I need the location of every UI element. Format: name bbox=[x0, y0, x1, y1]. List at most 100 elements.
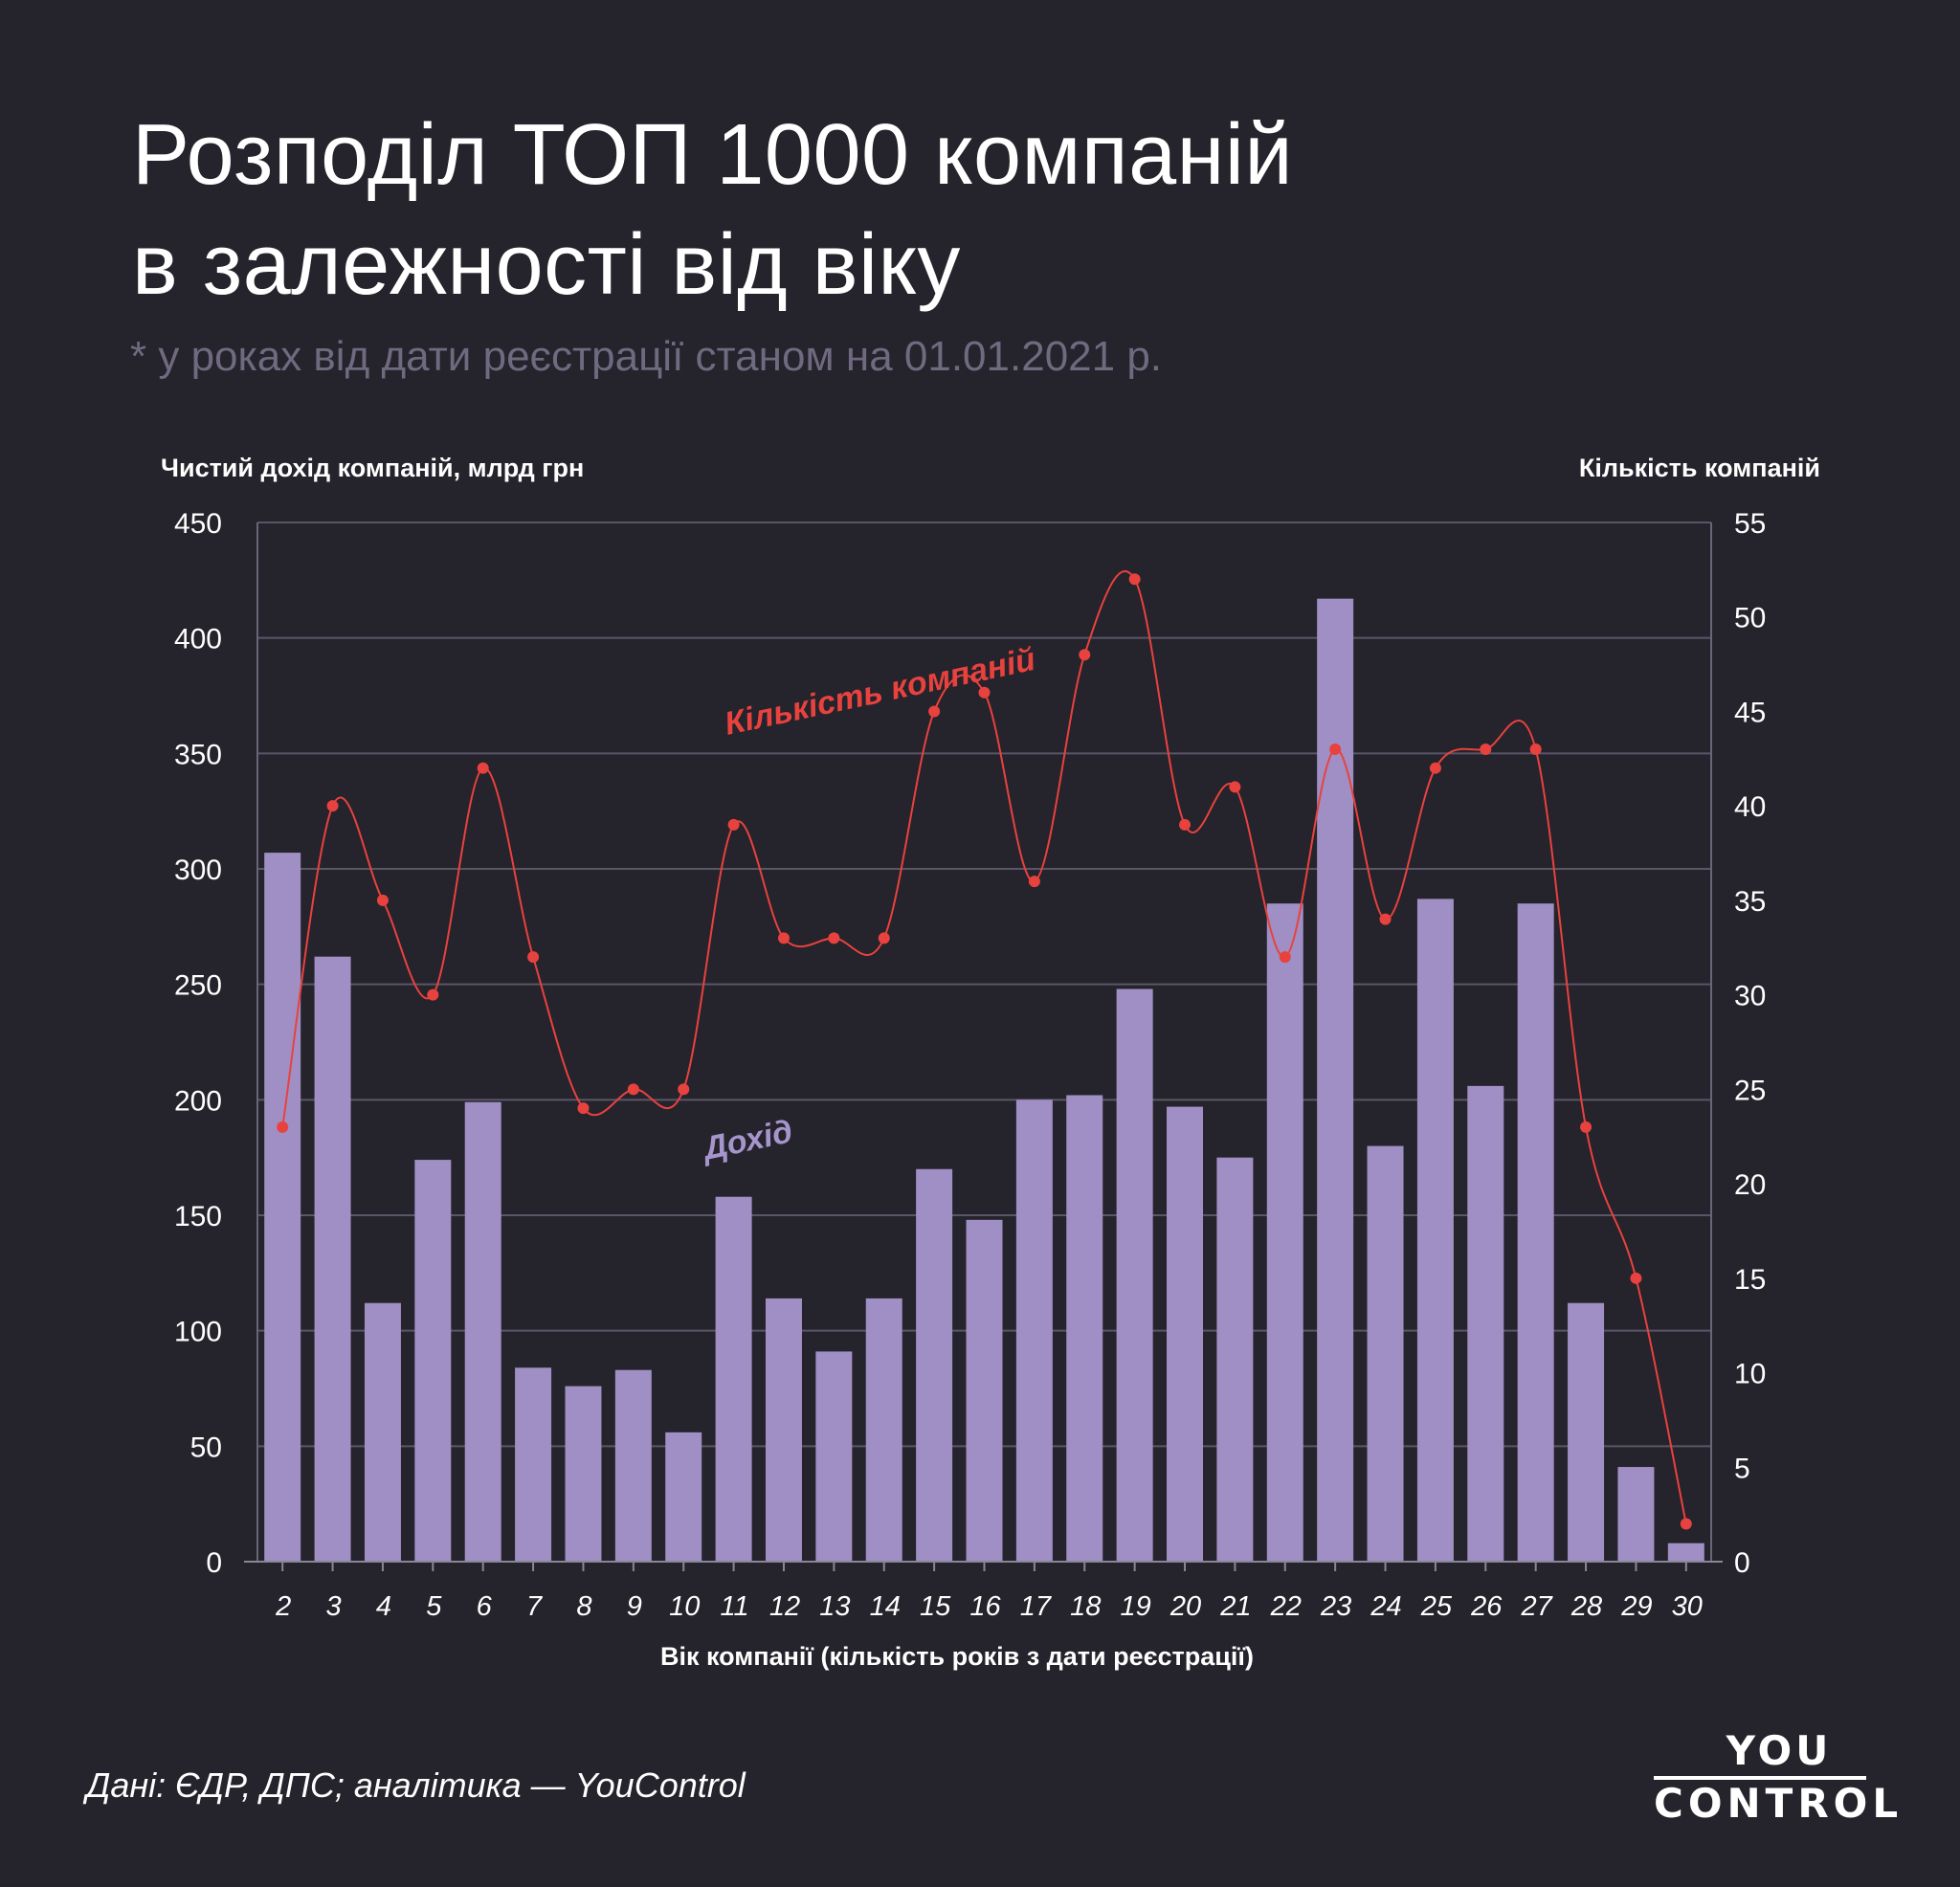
revenue-bar bbox=[515, 1367, 552, 1562]
x-tick-label: 4 bbox=[376, 1591, 391, 1622]
revenue-bar bbox=[314, 956, 351, 1562]
company-count-point bbox=[1179, 818, 1192, 831]
x-tick-label: 3 bbox=[325, 1591, 341, 1622]
company-count-point bbox=[828, 932, 840, 944]
revenue-bar bbox=[1617, 1467, 1655, 1562]
x-tick-label: 30 bbox=[1672, 1591, 1703, 1622]
company-count-annotation: Кількість компаній bbox=[722, 641, 1039, 743]
logo-top-text: YOU bbox=[1726, 1727, 1833, 1774]
revenue-bar bbox=[1066, 1095, 1103, 1562]
subtitle: * у роках від дати реєстрації станом на … bbox=[130, 333, 1163, 380]
company-count-point bbox=[326, 800, 339, 812]
company-count-point bbox=[577, 1102, 590, 1115]
revenue-bar bbox=[1317, 598, 1354, 1562]
revenue-bar bbox=[565, 1386, 602, 1562]
x-tick-label: 18 bbox=[1070, 1591, 1101, 1622]
revenue-bar bbox=[1467, 1085, 1504, 1562]
title-line-1: Розподіл ТОП 1000 компаній bbox=[132, 107, 1294, 203]
company-count-point bbox=[727, 818, 740, 831]
company-count-point bbox=[1580, 1121, 1592, 1133]
company-count-point bbox=[1429, 762, 1441, 774]
right-y-tick-label: 5 bbox=[1734, 1453, 1750, 1484]
x-tick-label: 15 bbox=[920, 1591, 951, 1622]
revenue-bar bbox=[966, 1219, 1003, 1562]
left-y-tick-label: 200 bbox=[174, 1085, 222, 1117]
right-y-tick-label: 15 bbox=[1734, 1264, 1766, 1296]
x-tick-label: 27 bbox=[1521, 1591, 1554, 1622]
company-count-point bbox=[427, 988, 439, 1001]
x-tick-label: 13 bbox=[819, 1591, 850, 1622]
company-count-point bbox=[1680, 1518, 1692, 1530]
company-count-point bbox=[1379, 913, 1392, 925]
company-count-point bbox=[1329, 743, 1342, 755]
left-y-tick-label: 450 bbox=[174, 508, 222, 540]
right-y-tick-labels: 0 5 10 15 20 25 30 35 40 45 50 55 bbox=[1734, 508, 1766, 1579]
left-y-tick-label: 250 bbox=[174, 970, 222, 1002]
left-y-tick-label: 300 bbox=[174, 855, 222, 886]
x-tick-label: 29 bbox=[1620, 1591, 1652, 1622]
company-count-point bbox=[376, 894, 389, 906]
company-count-point bbox=[678, 1083, 690, 1096]
revenue-bar bbox=[264, 853, 301, 1562]
company-count-point bbox=[1480, 743, 1492, 755]
x-tick-label: 14 bbox=[870, 1591, 901, 1622]
right-y-tick-label: 35 bbox=[1734, 886, 1766, 918]
right-y-tick-label: 40 bbox=[1734, 791, 1766, 823]
x-tick-label: 24 bbox=[1370, 1591, 1401, 1622]
company-count-points bbox=[277, 573, 1692, 1530]
company-count-point bbox=[1128, 573, 1141, 586]
x-tick-label: 8 bbox=[576, 1591, 591, 1622]
company-count-point bbox=[1630, 1272, 1642, 1284]
x-tick-label: 16 bbox=[969, 1591, 1001, 1622]
company-count-point bbox=[527, 951, 540, 964]
x-tick-label: 11 bbox=[721, 1591, 749, 1622]
youcontrol-logo: YOU CONTROL bbox=[1654, 1727, 1904, 1827]
right-y-tick-label: 50 bbox=[1734, 603, 1766, 634]
x-tick-labels: 2 3 4 5 6 7 8 9 10 11 12 13 14 15 16 17 18 19 20 21 22 23 24 25… bbox=[275, 1591, 1703, 1622]
x-tick-label: 9 bbox=[627, 1591, 642, 1622]
right-y-tick-label: 25 bbox=[1734, 1075, 1766, 1106]
revenue-bar bbox=[1167, 1106, 1204, 1562]
revenue-bar bbox=[1015, 1099, 1053, 1562]
company-count-point bbox=[277, 1121, 289, 1133]
x-tick-label: 28 bbox=[1570, 1591, 1602, 1622]
revenue-bars bbox=[264, 598, 1704, 1562]
x-tick-label: 7 bbox=[526, 1591, 544, 1622]
revenue-bar bbox=[715, 1196, 752, 1562]
logo-bottom-text: CONTROL bbox=[1654, 1780, 1904, 1827]
x-tick-label: 12 bbox=[769, 1591, 800, 1622]
company-count-point bbox=[1229, 781, 1241, 793]
right-y-tick-label: 55 bbox=[1734, 508, 1766, 540]
revenue-bar bbox=[614, 1369, 652, 1562]
company-count-point bbox=[777, 932, 790, 944]
revenue-bar bbox=[1416, 899, 1454, 1562]
left-y-tick-labels: 0 50 100 150 200 250 300 350 400 450 bbox=[174, 508, 222, 1579]
company-count-point bbox=[1079, 649, 1091, 661]
revenue-bar bbox=[1568, 1302, 1605, 1562]
revenue-bar bbox=[916, 1168, 953, 1562]
x-tick-label: 20 bbox=[1169, 1591, 1201, 1622]
x-tick-label: 22 bbox=[1270, 1591, 1302, 1622]
company-count-point bbox=[878, 932, 890, 944]
left-y-tick-label: 50 bbox=[190, 1432, 222, 1463]
x-tick-label: 23 bbox=[1320, 1591, 1351, 1622]
left-y-tick-label: 350 bbox=[174, 739, 222, 770]
left-y-tick-label: 100 bbox=[174, 1317, 222, 1348]
company-count-point bbox=[978, 686, 991, 699]
revenue-bar bbox=[815, 1351, 853, 1562]
right-y-tick-label: 30 bbox=[1734, 981, 1766, 1012]
revenue-bar bbox=[1116, 988, 1153, 1562]
company-count-point bbox=[1279, 951, 1291, 964]
x-tick-label: 19 bbox=[1121, 1591, 1151, 1622]
right-y-tick-label: 0 bbox=[1734, 1547, 1750, 1579]
page-title: Розподіл ТОП 1000 компаній в залежності … bbox=[132, 100, 1293, 321]
x-tick-label: 10 bbox=[669, 1591, 700, 1622]
source-note: Дані: ЄДР, ДПС; аналітика — YouControl bbox=[86, 1765, 746, 1805]
left-y-tick-label: 0 bbox=[206, 1547, 222, 1579]
left-y-tick-label: 400 bbox=[174, 624, 222, 655]
revenue-bar bbox=[1667, 1543, 1704, 1562]
logo-divider bbox=[1654, 1776, 1866, 1780]
title-line-2: в залежності від віку bbox=[132, 217, 961, 313]
x-tick-label: 25 bbox=[1420, 1591, 1453, 1622]
